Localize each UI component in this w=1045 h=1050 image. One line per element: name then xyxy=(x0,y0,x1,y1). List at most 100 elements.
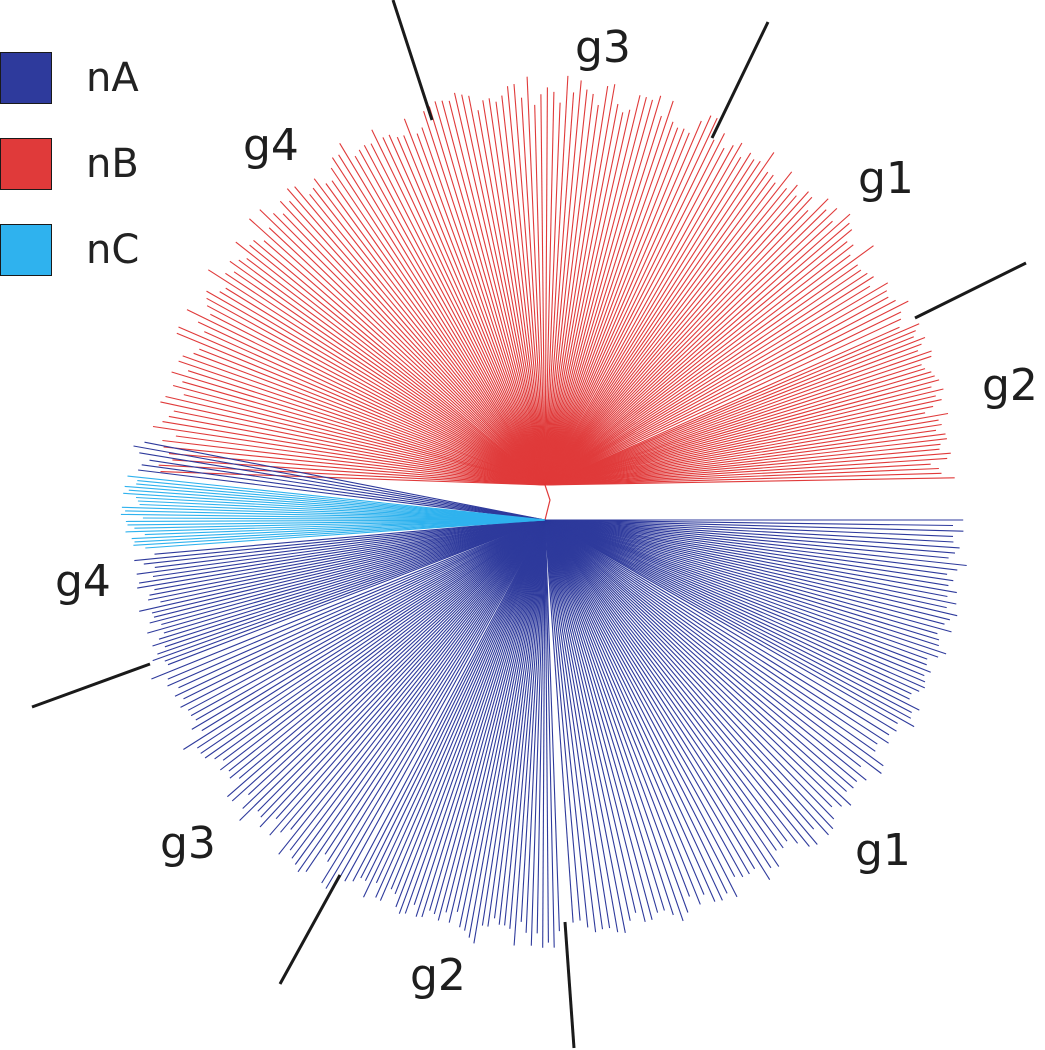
nA-g1-branch xyxy=(544,519,928,660)
nB-g3-branch xyxy=(461,94,546,486)
nB-g3-branch xyxy=(544,127,679,486)
nA-g1-branch xyxy=(544,519,956,554)
nA-g3-branch xyxy=(200,519,546,754)
nA-g4-branch xyxy=(138,469,546,521)
nB-g1-branch xyxy=(544,299,896,486)
nA-g2-branch xyxy=(498,519,546,925)
nB-g4-branch xyxy=(259,209,546,486)
nB-g4-branch xyxy=(229,260,546,486)
nB-g3-branch xyxy=(453,92,546,486)
nB-g4-branch xyxy=(448,100,546,486)
nA-g1-branch xyxy=(544,519,954,543)
nA-g1-branch xyxy=(544,519,949,587)
nA-g1-branch xyxy=(544,519,772,869)
nB-g4-branch xyxy=(238,259,546,486)
nA-g1-branch xyxy=(544,519,912,695)
nB-g1-branch xyxy=(544,269,862,486)
nA-g3-branch xyxy=(257,519,546,812)
nB-g3-branch xyxy=(544,95,662,486)
nA-g1-branch xyxy=(544,519,952,633)
nA-g1-branch xyxy=(544,519,818,845)
nA-g2-branch xyxy=(542,519,546,948)
clade-nB-branches xyxy=(152,75,955,521)
nA-g4-branch xyxy=(160,519,546,603)
nB-g2-branch xyxy=(544,423,942,486)
nA-g1-branch xyxy=(544,519,926,689)
nA-g2-branch xyxy=(415,519,546,917)
nB-g4-branch xyxy=(330,167,546,486)
nB-g4-branch xyxy=(178,360,546,486)
nC-branch xyxy=(123,492,546,521)
nB-g3-branch xyxy=(544,95,641,486)
nA-g1-branch xyxy=(544,519,705,895)
nC-branch xyxy=(134,519,546,529)
nA-g3-branch xyxy=(231,519,546,802)
nB-g2-branch xyxy=(544,443,941,486)
nA-g1-branch xyxy=(544,519,799,844)
nA-g1-branch xyxy=(544,519,858,783)
nA-g1-branch xyxy=(544,519,897,732)
nB-g4-branch xyxy=(172,384,546,486)
nB-g1-branch xyxy=(544,171,793,486)
nC-branch xyxy=(124,485,546,521)
nB-g2-branch xyxy=(544,433,946,486)
nA-g2-branch xyxy=(404,519,546,914)
nB-g4-branch xyxy=(354,155,546,486)
legend-label-nB: nB xyxy=(86,141,139,187)
nA-g1-branch xyxy=(544,519,780,867)
nA-g1-branch xyxy=(544,519,626,934)
nB-g4-branch xyxy=(233,271,546,486)
nA-g2-branch xyxy=(544,519,549,943)
group-label-nA-g4: g4 xyxy=(55,556,111,607)
nB-g4-branch xyxy=(434,101,546,486)
nA-g2-branch xyxy=(473,519,546,944)
nA-g3-branch xyxy=(214,519,546,760)
nB-g1-branch xyxy=(544,159,755,486)
nB-g1-branch xyxy=(544,222,850,486)
nA-g3-branch xyxy=(196,519,546,749)
legend-item-nC: nC xyxy=(0,220,139,280)
nA-g4-branch xyxy=(153,519,546,618)
nB-g1-branch xyxy=(544,174,774,486)
nA-g3-branch xyxy=(248,519,546,796)
nA-g1-branch xyxy=(544,519,728,894)
nB-g1-branch xyxy=(544,245,874,486)
nA-g1-branch xyxy=(544,519,967,567)
nB-g1-branch xyxy=(544,264,859,486)
nA-g1-branch xyxy=(544,519,756,870)
nB-g3-branch xyxy=(544,117,718,486)
nB-g3-branch xyxy=(495,101,546,486)
nB-g2-branch xyxy=(544,323,920,486)
nB-g2-branch xyxy=(544,412,949,486)
nB-g4-branch xyxy=(183,394,546,486)
nB-g4-branch xyxy=(176,332,546,486)
group-label-nA-g3: g3 xyxy=(160,818,216,869)
nA-g4-branch xyxy=(152,519,546,578)
nA-g1-branch xyxy=(544,519,852,806)
nB-g4-branch xyxy=(246,257,546,486)
nA-g1-branch xyxy=(544,519,842,807)
nB-g3-branch xyxy=(468,95,546,486)
nA-g1-branch xyxy=(544,519,665,911)
group-label-nB-g3: g3 xyxy=(575,22,631,73)
nB-g4-branch xyxy=(325,183,546,486)
nB-g1-branch xyxy=(544,160,761,486)
nA-g2-branch xyxy=(525,519,546,933)
nA-g3-branch xyxy=(291,519,546,859)
nA-g1-branch xyxy=(544,519,912,719)
nA-g2-branch xyxy=(509,519,546,929)
nA-g3-branch xyxy=(190,519,546,717)
nA-g1-branch xyxy=(544,519,947,655)
nB-g1-branch xyxy=(544,184,798,486)
nB-g3-branch xyxy=(544,87,548,486)
nB-g4-branch xyxy=(331,180,546,486)
group-label-nA-g2: g2 xyxy=(410,950,466,1001)
nA-g3-branch xyxy=(294,519,546,865)
nA-g3-branch xyxy=(280,519,546,833)
nB-g2-branch xyxy=(544,350,919,486)
nA-g1-branch xyxy=(544,519,898,724)
nA-g2-branch xyxy=(375,519,546,898)
nA-g4-branch xyxy=(147,519,546,601)
nA-g1-branch xyxy=(544,519,957,594)
nA-g2-branch xyxy=(413,519,546,905)
